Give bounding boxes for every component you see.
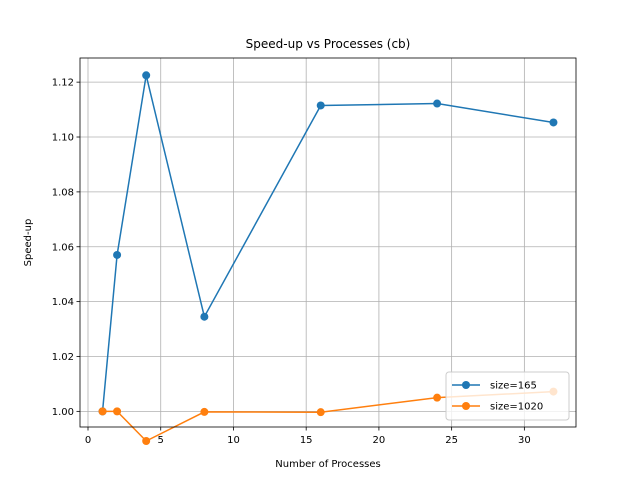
data-point-1-5: [433, 393, 442, 402]
chart-title: Speed-up vs Processes (cb): [246, 37, 411, 51]
data-point-1-3: [200, 407, 209, 416]
plot-frame: [79, 57, 577, 428]
grid-lines: [80, 58, 576, 427]
data-point-1-1: [113, 407, 122, 416]
y-tick-label: 1.08: [52, 187, 74, 198]
legend-marker-0: [462, 381, 470, 389]
series-line-0: [101, 75, 554, 412]
y-tick-label: 1.02: [52, 352, 74, 363]
x-tick-label: 30: [518, 435, 531, 446]
y-tick-label: 1.06: [52, 242, 74, 253]
y-tick-label: 1.10: [52, 133, 74, 144]
legend-label-1: size=1020: [490, 402, 543, 413]
data-point-0-1: [113, 250, 122, 259]
legend-label-0: size=165: [490, 381, 537, 392]
data-point-1-4: [316, 408, 325, 417]
y-axis-label: Speed-up: [23, 219, 34, 267]
legend: size=165 size=1020: [445, 371, 570, 421]
x-axis-label: Number of Processes: [275, 459, 380, 470]
y-tick-label: 1.00: [52, 407, 74, 418]
data-point-1-0: [98, 407, 107, 416]
x-tick-label: 15: [300, 435, 313, 446]
legend-box: [445, 371, 570, 421]
data-point-0-2: [142, 71, 151, 80]
data-point-0-6: [549, 118, 558, 127]
x-axis-ticks: 0 5 10 15 20 25 30: [85, 427, 531, 446]
data-point-0-3: [200, 312, 209, 321]
legend-marker-1: [462, 402, 470, 410]
y-axis-ticks: 1.00 1.02 1.04 1.06 1.08 1.10 1.12: [52, 78, 80, 418]
y-tick-label: 1.12: [52, 78, 74, 89]
x-tick-label: 10: [227, 435, 240, 446]
x-tick-label: 0: [85, 435, 91, 446]
x-tick-label: 20: [373, 435, 386, 446]
data-point-1-2: [142, 436, 151, 445]
x-tick-label: 5: [158, 435, 164, 446]
y-tick-label: 1.04: [52, 297, 74, 308]
data-point-0-4: [316, 101, 325, 110]
x-tick-label: 25: [445, 435, 458, 446]
data-point-0-5: [433, 99, 442, 108]
